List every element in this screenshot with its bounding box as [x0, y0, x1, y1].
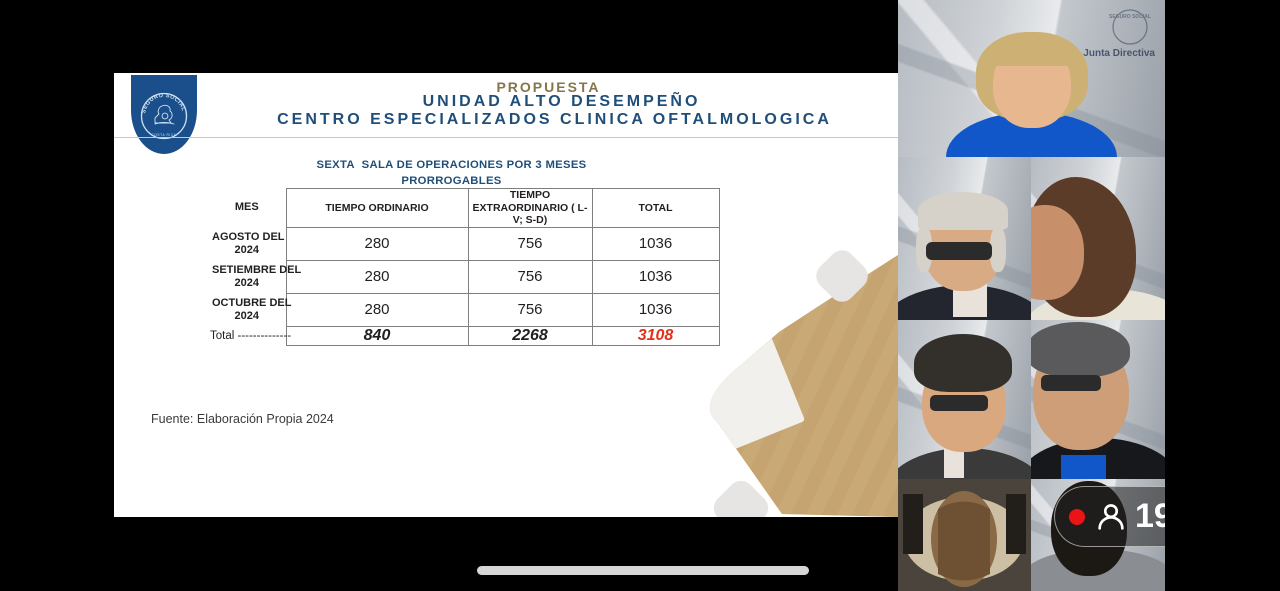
- svg-text:SEGURO SOCIAL: SEGURO SOCIAL: [1109, 14, 1151, 20]
